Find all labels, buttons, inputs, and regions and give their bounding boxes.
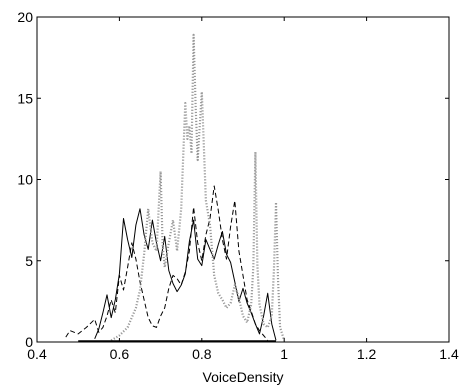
ticks-layer: 0.4 0.6 0.8 1 1.2 1.4 0 5 10 15 20 (17, 9, 459, 362)
y-tick-label: 15 (17, 90, 33, 106)
x-tick-label: 0.6 (110, 346, 130, 362)
y-tick-label: 20 (17, 9, 33, 25)
x-tick-label: 0.4 (27, 346, 47, 362)
x-tick-label: 1 (280, 346, 288, 362)
y-tick-label: 10 (17, 172, 33, 188)
x-tick-label: 1.4 (439, 346, 459, 362)
x-tick-label: 1.2 (357, 346, 377, 362)
series-line-solid (94, 208, 277, 341)
y-tick-label: 0 (25, 334, 33, 350)
y-tick-label: 5 (25, 253, 33, 269)
series-layer (65, 33, 286, 342)
x-tick-label: 0.8 (192, 346, 212, 362)
series-line-dotted (110, 33, 286, 342)
x-axis-label: VoiceDensity (203, 369, 284, 385)
series-line-dashed (65, 185, 269, 341)
plot-background (37, 17, 449, 342)
